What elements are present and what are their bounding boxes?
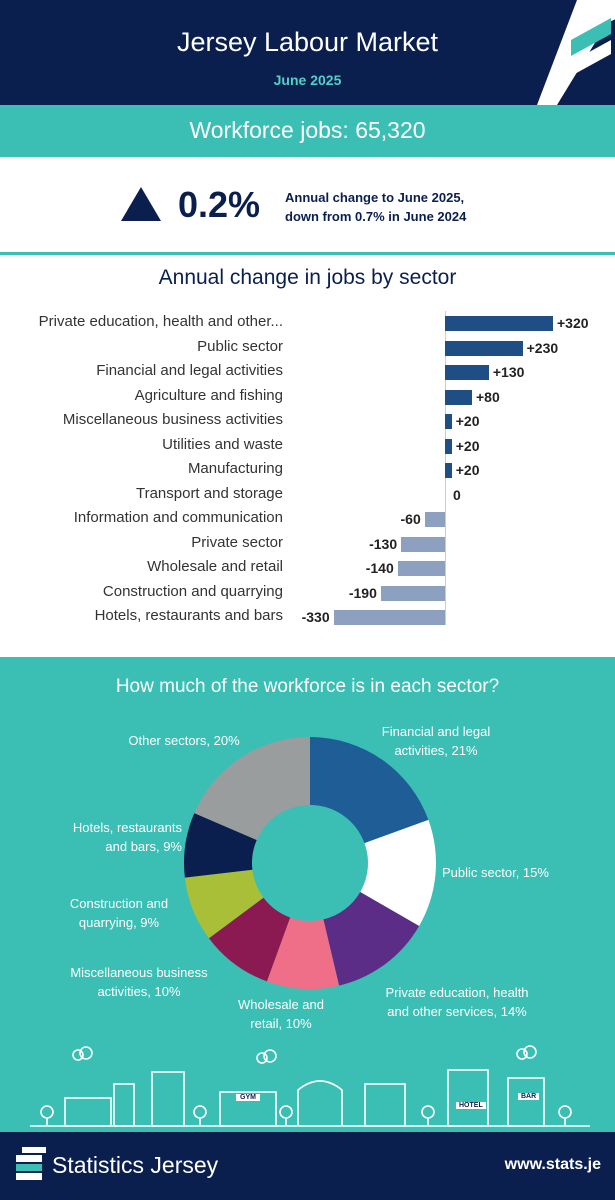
footer: Statistics Jersey www.stats.je bbox=[0, 1132, 615, 1200]
donut-slice bbox=[184, 813, 257, 878]
footer-brand: Statistics Jersey bbox=[52, 1152, 219, 1178]
bar-category-label: Agriculture and fishing bbox=[134, 386, 283, 404]
donut-slice-label-line: Construction and bbox=[69, 896, 169, 911]
bar bbox=[397, 561, 445, 576]
bar-category-label: Manufacturing bbox=[187, 460, 283, 477]
donut-chart bbox=[184, 737, 437, 989]
bar-category-label: Wholesale and retail bbox=[147, 558, 283, 575]
bar-value-label: -140 bbox=[365, 560, 394, 576]
annual-change-panel bbox=[0, 157, 615, 253]
donut-slice-label-line: and bars, 9% bbox=[105, 839, 182, 854]
bar-category-label: Hotels, restaurants and bars bbox=[94, 607, 283, 624]
donut-slice-label: Public sector, 15% bbox=[442, 863, 602, 882]
bar-value-label: +320 bbox=[557, 315, 589, 331]
bar-value-label: +20 bbox=[455, 462, 480, 478]
bar bbox=[445, 389, 472, 405]
bar bbox=[380, 585, 445, 601]
donut-slice bbox=[184, 869, 264, 939]
section-divider bbox=[0, 252, 615, 255]
workforce-total: Workforce jobs: 65,320 bbox=[189, 117, 426, 143]
bar-value-label: -190 bbox=[348, 584, 377, 601]
bar-value-label: -60 bbox=[400, 511, 421, 527]
bar-category-label: Information and communication bbox=[73, 509, 283, 526]
donut-slice-label-line: Financial and legal bbox=[381, 724, 491, 739]
bar bbox=[333, 610, 445, 625]
bar-value-label: +80 bbox=[476, 388, 500, 405]
donut-slice-label: Private education, health and other servi… bbox=[372, 983, 542, 1021]
donut-slice-label: Financial and legal activities, 21% bbox=[376, 722, 496, 760]
workforce-band: Workforce jobs: 65,320 bbox=[0, 105, 615, 157]
bar bbox=[445, 340, 523, 356]
donut-slice-label: Wholesale and retail, 10% bbox=[226, 995, 336, 1033]
bar-category-label: Construction and quarrying bbox=[102, 582, 283, 600]
donut-slice-label-line: quarrying, 9% bbox=[78, 915, 160, 930]
up-triangle-icon bbox=[121, 187, 161, 221]
donut-slice-label-line: Wholesale and bbox=[238, 997, 324, 1012]
donut-slice-label-line: activities, 10% bbox=[97, 984, 181, 999]
website-link[interactable]: www.stats.je bbox=[504, 1156, 601, 1173]
bar-value-label: -330 bbox=[301, 609, 330, 625]
donut-slice bbox=[194, 737, 310, 841]
bar-value-label: +130 bbox=[492, 364, 525, 380]
donut-slice-label: Hotels, restaurants and bars, 9% bbox=[48, 818, 182, 856]
bar bbox=[445, 414, 452, 429]
hotel-sign: HOTEL bbox=[456, 1102, 486, 1109]
donut-slice bbox=[360, 819, 437, 926]
bar-category-label: Transport and storage bbox=[135, 484, 283, 502]
bar-sign: BAR bbox=[518, 1093, 540, 1100]
bar-category-label: Utilities and waste bbox=[162, 435, 283, 453]
bar-category-label: Public sector bbox=[197, 337, 283, 355]
bar bbox=[445, 365, 489, 380]
donut-slice-label-line: Private education, health bbox=[385, 985, 529, 1000]
brand-stripes-icon bbox=[537, 0, 615, 105]
sector-share-section bbox=[0, 657, 615, 1132]
donut-slice-label: Miscellaneous business activities, 10% bbox=[64, 963, 214, 1001]
bar-value-label: 0 bbox=[453, 486, 461, 503]
pie-chart-title: How much of the workforce is in each sec… bbox=[115, 676, 500, 697]
donut-slice-label-line: Other sectors, 20% bbox=[128, 733, 240, 748]
page-title: Jersey Labour Market bbox=[176, 27, 439, 57]
annual-change-description: Annual change to June 2025, down from 0.… bbox=[285, 188, 466, 226]
bar-chart-title: Annual change in jobs by sector bbox=[158, 266, 457, 289]
bar bbox=[424, 512, 445, 527]
bar bbox=[445, 316, 553, 331]
town-skyline-illustration bbox=[30, 1045, 590, 1127]
donut-slice-label: Other sectors, 20% bbox=[114, 731, 254, 750]
bar bbox=[401, 536, 445, 552]
donut-slice-label-line: and other services, 14% bbox=[387, 1004, 527, 1019]
donut-slice-label-line: activities, 21% bbox=[394, 743, 478, 758]
donut-slice bbox=[208, 897, 291, 982]
gym-sign: GYM bbox=[236, 1094, 260, 1101]
bar bbox=[445, 438, 452, 454]
bar-category-label: Miscellaneous business activities bbox=[62, 411, 283, 428]
bar-category-label: Financial and legal activities bbox=[96, 362, 283, 379]
bar-value-label: +230 bbox=[526, 339, 559, 356]
donut-slice-label-line: Public sector, 15% bbox=[442, 865, 549, 880]
bar-value-label: +20 bbox=[455, 437, 480, 454]
bar-category-label: Private education, health and other... bbox=[38, 313, 283, 330]
annual-change-line-2: down from 0.7% in June 2024 bbox=[285, 209, 467, 224]
donut-slice bbox=[310, 737, 429, 844]
bar-value-label: +20 bbox=[455, 413, 480, 429]
donut-slice-label-line: retail, 10% bbox=[250, 1016, 312, 1031]
donut-slice-label: Construction and quarrying, 9% bbox=[58, 894, 180, 932]
donut-slice bbox=[266, 917, 340, 989]
donut-slice bbox=[323, 892, 420, 986]
header-banner: Jersey Labour Market June 2025 bbox=[0, 0, 615, 105]
bar bbox=[445, 463, 452, 478]
statistics-jersey-logo-icon bbox=[16, 1147, 46, 1180]
bar-value-label: -130 bbox=[369, 535, 398, 552]
donut-slice-label-line: Miscellaneous business bbox=[70, 965, 208, 980]
annual-change-line-1: Annual change to June 2025, bbox=[285, 190, 465, 205]
bar-category-label: Private sector bbox=[191, 533, 283, 551]
report-date: June 2025 bbox=[273, 72, 342, 88]
annual-change-value: 0.2% bbox=[178, 184, 261, 225]
donut-slice-label-line: Hotels, restaurants bbox=[72, 820, 182, 835]
